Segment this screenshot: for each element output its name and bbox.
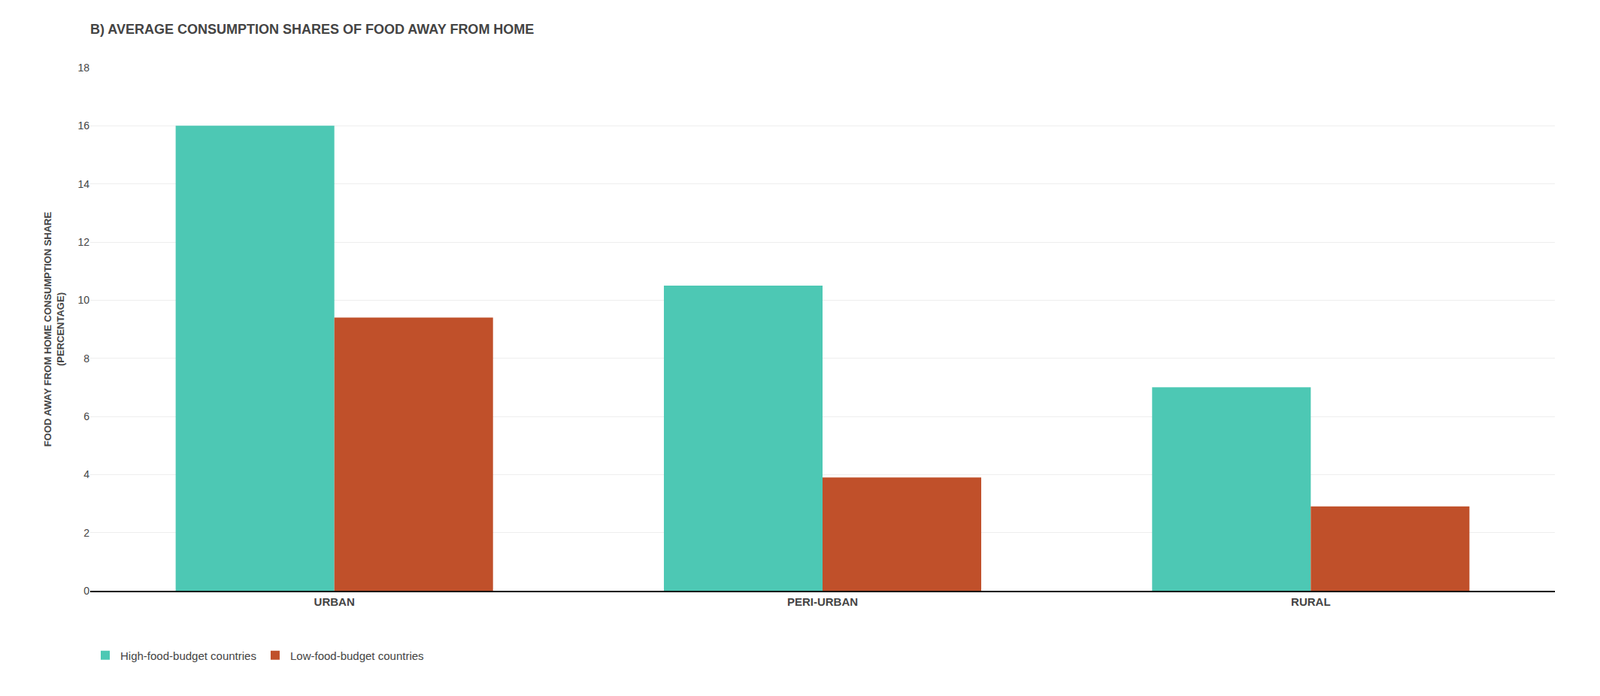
svg-text:PERI-URBAN: PERI-URBAN [787,595,858,609]
svg-text:RURAL: RURAL [1290,595,1331,609]
svg-text:High-food-budget countries: High-food-budget countries [120,649,257,663]
svg-text:10: 10 [77,293,90,307]
svg-text:8: 8 [83,352,90,365]
svg-text:16: 16 [77,119,90,132]
svg-text:12: 12 [77,236,90,249]
svg-text:URBAN: URBAN [314,595,355,609]
svg-text:6: 6 [83,410,90,423]
svg-text:2: 2 [83,527,90,540]
svg-text:Low-food-budget countries: Low-food-budget countries [290,649,425,663]
svg-text:FOOD AWAY FROM HOME CONSUMPTIO: FOOD AWAY FROM HOME CONSUMPTION SHARE(PE… [42,212,67,448]
svg-text:4: 4 [83,468,90,481]
svg-text:14: 14 [77,178,90,191]
svg-text:18: 18 [77,61,90,74]
svg-text:B) AVERAGE CONSUMPTION SHARES: B) AVERAGE CONSUMPTION SHARES OF FOOD AW… [90,21,534,37]
svg-text:0: 0 [83,584,90,597]
